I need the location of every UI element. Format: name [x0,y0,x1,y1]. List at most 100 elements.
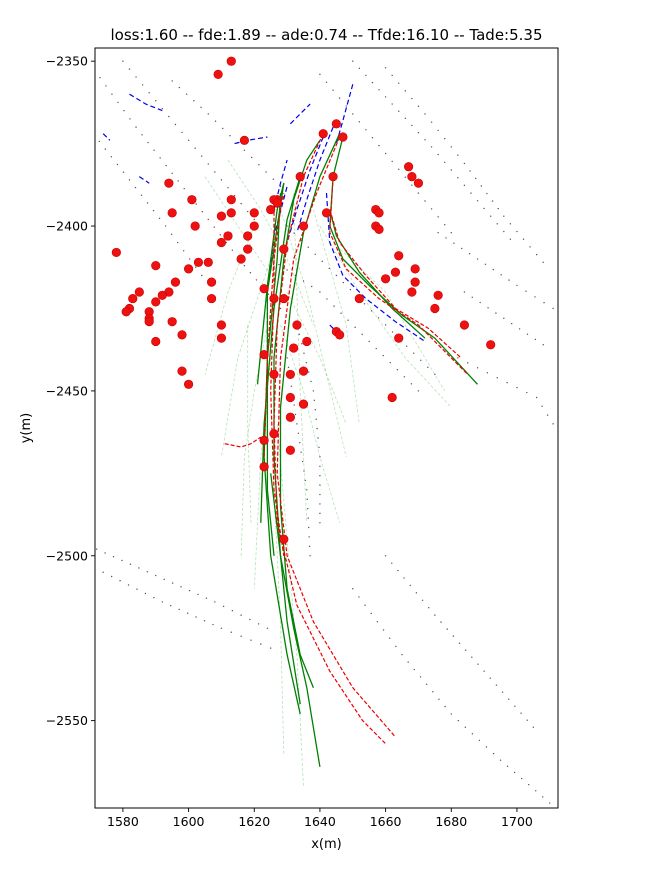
agent-point [183,264,194,274]
map-point [95,548,98,550]
map-point [303,470,305,472]
map-point [450,231,452,234]
candidate-line [280,324,340,523]
map-point [140,194,143,196]
agent-point [459,320,470,330]
map-point [193,100,195,102]
map-point [269,647,272,649]
map-point [391,160,393,163]
map-point [319,456,321,458]
agent-point [206,293,217,304]
map-point [450,169,452,171]
map-point [110,575,113,578]
map-point [486,192,488,195]
map-point [389,637,391,639]
map-point [266,627,269,630]
map-point [516,284,518,287]
map-point [404,117,407,120]
map-point [222,605,225,608]
map-point [297,432,300,434]
map-point [134,186,137,189]
map-point [463,184,466,187]
map-point [267,293,270,295]
map-point [468,253,471,255]
map-point [415,592,418,594]
map-point [315,418,317,420]
agent-point [410,264,420,274]
map-point [220,627,223,630]
map-point [345,105,347,107]
map-point [279,307,282,310]
agent-point [216,211,227,221]
agent-point [302,336,312,347]
x-tick-label: 1580 [107,814,139,829]
map-point [222,127,224,130]
map-point [370,310,373,312]
map-point [105,85,107,87]
map-point [300,343,303,345]
map-point [491,200,494,202]
map-point [144,592,147,595]
map-point [301,460,304,463]
map-point [136,588,138,590]
map-point [121,559,123,562]
agent-point [374,208,384,218]
map-lane-line [296,126,334,233]
x-tick-label: 1620 [238,814,270,829]
ground-truth-line [279,133,341,688]
map-point [503,215,505,217]
map-point [195,616,197,618]
map-lane-line [234,136,268,145]
map-point [437,129,439,132]
map-point [352,113,354,115]
candidate-line [240,324,268,556]
map-point [257,623,260,625]
map-point [319,484,321,486]
map-point [128,68,131,70]
map-point [424,113,426,115]
map-point [99,76,101,79]
map-point [227,187,229,189]
agent-point [285,392,295,403]
map-point [489,677,491,679]
x-tick-label: 1680 [435,814,467,829]
map-point [501,691,504,693]
agent-point [216,333,227,343]
candidate-line [247,325,252,523]
map-point [446,628,448,630]
agent-point [394,333,404,343]
map-point [516,230,518,233]
map-point [197,593,199,596]
agent-point [177,330,187,340]
map-point [437,231,439,234]
map-point [170,233,173,235]
map-point [484,263,487,265]
map-point [485,746,488,748]
map-point [384,324,387,326]
map-point [499,759,502,761]
map-point [361,333,363,336]
map-point [487,307,489,309]
agent-point [272,198,282,208]
map-point [171,172,173,174]
map-point [260,643,262,645]
map-point [194,147,196,149]
map-point [403,376,406,378]
map-point [342,281,345,284]
agent-point [321,208,332,218]
map-point [391,74,393,77]
map-point [233,195,236,197]
map-point [483,207,485,210]
agent-point [407,287,417,297]
map-point [549,802,551,804]
agent-point [486,340,496,350]
plot-root: 1580 1600 1620 1640 1660 1680 1700 x(m) −2350 −24… [19,26,559,852]
map-point [249,618,251,621]
map-point [495,684,498,686]
map-point [376,621,379,623]
map-point [338,97,341,99]
map-point [230,631,232,633]
map-point [371,81,374,84]
map-point [496,377,498,379]
map-point [444,224,446,226]
